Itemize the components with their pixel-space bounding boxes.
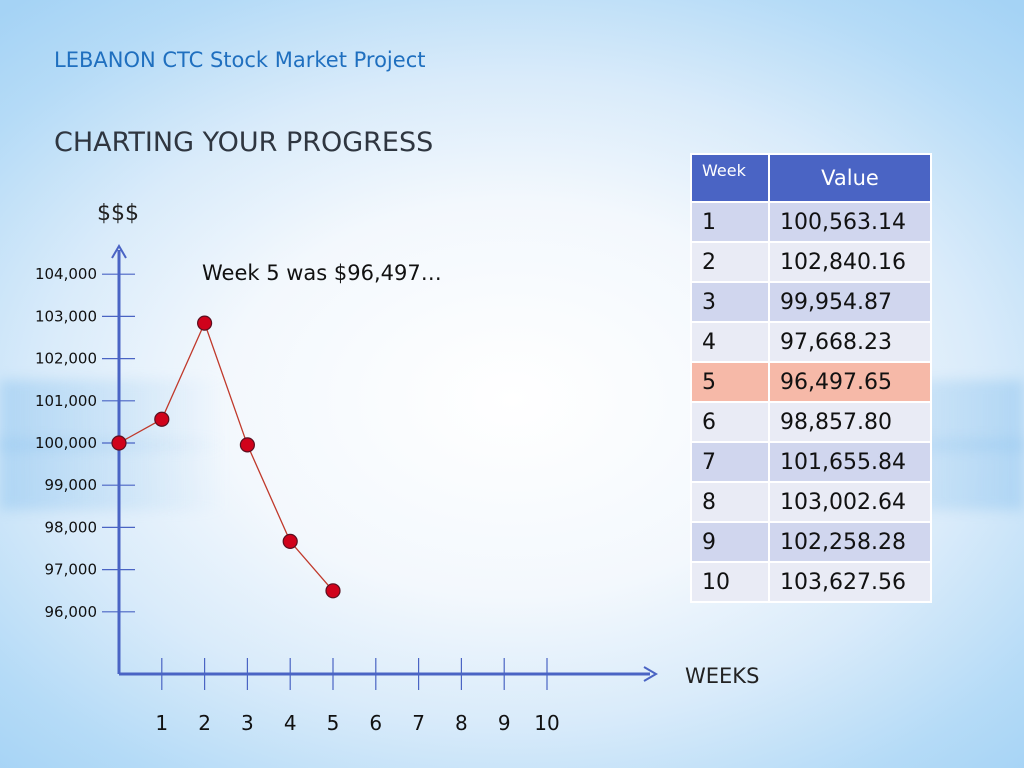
value-cell: 103,627.56 <box>768 561 932 603</box>
y-tick-label: 99,000 <box>45 476 98 494</box>
data-point <box>282 533 298 550</box>
week-cell: 6 <box>690 401 770 443</box>
y-tick-label: 104,000 <box>35 265 97 283</box>
data-point <box>239 437 255 453</box>
value-cell: 97,668.23 <box>768 321 932 363</box>
y-axis-label: $$$ <box>97 201 139 226</box>
data-point <box>154 411 170 427</box>
value-cell: 101,655.84 <box>768 441 932 483</box>
chart-annotation: Week 5 was $96,497… <box>202 261 442 285</box>
x-tick-label: 9 <box>498 711 511 735</box>
table-row: 6 98,857.80 <box>690 401 932 443</box>
x-tick-label: 5 <box>327 711 340 735</box>
data-point <box>111 435 127 451</box>
y-tick-label: 96,000 <box>45 603 98 621</box>
value-cell: 103,002.64 <box>768 481 932 523</box>
table-row: 4 97,668.23 <box>690 321 932 363</box>
week-cell: 3 <box>690 281 770 323</box>
weekly-values-table: Week Value 1 100,563.14 2 102,840.16 3 99,954… <box>690 153 932 603</box>
value-cell: 102,840.16 <box>768 241 932 283</box>
y-tick-label: 97,000 <box>45 561 98 579</box>
week-column-header: Week <box>690 153 770 203</box>
x-tick-label: 3 <box>241 711 254 735</box>
table-row: 10 103,627.56 <box>690 561 932 603</box>
week-cell: 8 <box>690 481 770 523</box>
week-cell: 2 <box>690 241 770 283</box>
y-tick-label: 100,000 <box>35 434 97 452</box>
y-axis-arrow <box>111 244 127 259</box>
table-row: 7 101,655.84 <box>690 441 932 483</box>
table-row: 1 100,563.14 <box>690 201 932 243</box>
table-row: 3 99,954.87 <box>690 281 932 323</box>
x-tick-label: 7 <box>412 711 425 735</box>
series-line <box>118 321 334 592</box>
x-tick-label: 6 <box>369 711 382 735</box>
y-tick-label: 103,000 <box>35 307 97 325</box>
week-cell: 7 <box>690 441 770 483</box>
table-header-row: Week Value <box>690 153 932 203</box>
x-tick-label: 4 <box>284 711 297 735</box>
data-point <box>197 315 213 331</box>
table-row: 2 102,840.16 <box>690 241 932 283</box>
week-cell: 10 <box>690 561 770 603</box>
x-tick-label: 8 <box>455 711 468 735</box>
y-tick-label: 98,000 <box>45 518 98 536</box>
x-axis-arrow <box>643 666 658 682</box>
y-tick-label: 101,000 <box>35 392 97 410</box>
week-cell: 1 <box>690 201 770 243</box>
x-tick-label: 10 <box>534 711 559 735</box>
table-row: 8 103,002.64 <box>690 481 932 523</box>
header-text: LEBANON CTC Stock Market Project <box>54 48 426 72</box>
x-tick-label: 2 <box>198 711 211 735</box>
value-cell: 102,258.28 <box>768 521 932 563</box>
table-row: 5 96,497.65 <box>690 361 932 403</box>
x-axis-label: WEEKS <box>685 664 759 688</box>
week-cell: 4 <box>690 321 770 363</box>
value-cell: 98,857.80 <box>768 401 932 443</box>
value-cell: 99,954.87 <box>768 281 932 323</box>
value-cell: 100,563.14 <box>768 201 932 243</box>
y-tick-label: 102,000 <box>35 350 97 368</box>
week-cell: 9 <box>690 521 770 563</box>
slide-title: CHARTING YOUR PROGRESS <box>54 127 434 158</box>
week-cell: 5 <box>690 361 770 403</box>
x-tick-label: 1 <box>155 711 168 735</box>
data-point <box>325 583 341 599</box>
table-row: 9 102,258.28 <box>690 521 932 563</box>
value-cell: 96,497.65 <box>768 361 932 403</box>
value-column-header: Value <box>768 153 932 203</box>
